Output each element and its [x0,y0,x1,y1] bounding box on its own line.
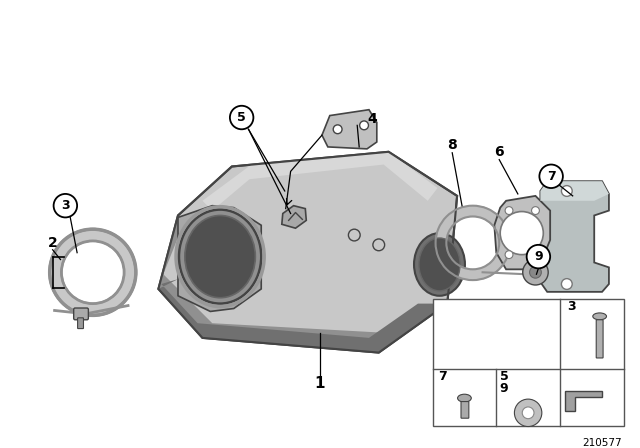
FancyBboxPatch shape [433,299,623,426]
Circle shape [230,106,253,129]
FancyBboxPatch shape [77,318,83,328]
Polygon shape [322,110,377,149]
Text: 5: 5 [500,370,508,383]
Text: 3: 3 [61,199,70,212]
Polygon shape [565,391,602,411]
Circle shape [505,251,513,258]
Circle shape [532,251,540,258]
Text: 9: 9 [500,382,508,395]
Polygon shape [540,181,609,201]
Circle shape [373,239,385,251]
Circle shape [360,121,369,130]
Text: 6: 6 [495,145,504,159]
Circle shape [500,211,543,254]
Text: 8: 8 [447,138,457,152]
Text: 210577: 210577 [582,438,621,448]
Ellipse shape [185,215,255,298]
Circle shape [523,259,548,285]
Polygon shape [158,152,457,353]
Text: 7: 7 [547,170,556,183]
Circle shape [561,279,572,289]
Ellipse shape [414,233,465,296]
Polygon shape [282,206,307,228]
Polygon shape [540,181,609,292]
Polygon shape [494,196,550,269]
Polygon shape [158,215,388,353]
FancyBboxPatch shape [74,308,88,320]
Text: 4: 4 [367,112,377,126]
FancyBboxPatch shape [461,401,469,418]
Ellipse shape [179,210,261,304]
Text: 3: 3 [568,300,576,313]
Circle shape [54,194,77,217]
Polygon shape [178,210,220,304]
Text: 5: 5 [237,111,246,124]
Ellipse shape [419,238,460,291]
Text: 9: 9 [534,250,543,263]
Ellipse shape [458,394,471,402]
Circle shape [333,125,342,134]
Circle shape [522,407,534,419]
Circle shape [532,207,540,215]
Text: 2: 2 [48,236,58,250]
Ellipse shape [593,313,607,320]
Polygon shape [178,206,261,311]
Circle shape [515,399,542,426]
FancyBboxPatch shape [596,320,603,358]
Circle shape [348,229,360,241]
Polygon shape [202,152,438,211]
Text: 1: 1 [315,376,325,392]
Circle shape [527,245,550,268]
Circle shape [540,164,563,188]
Circle shape [561,185,572,196]
Circle shape [529,267,541,278]
Polygon shape [158,279,447,353]
Text: 7: 7 [438,370,447,383]
Circle shape [505,207,513,215]
